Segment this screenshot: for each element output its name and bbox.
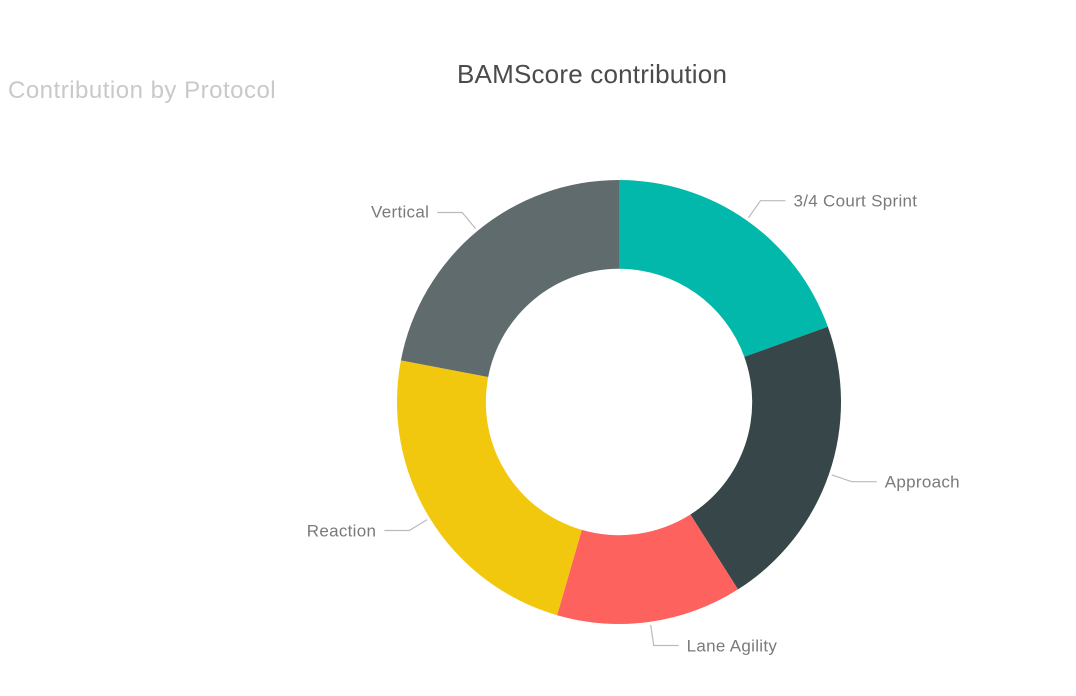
leader-line-approach <box>831 474 877 483</box>
donut-slice-3-4-court-sprint[interactable] <box>619 180 828 357</box>
donut-slice-approach[interactable] <box>690 326 842 590</box>
slice-label-reaction: Reaction <box>306 521 377 541</box>
donut-slice-lane-agility[interactable] <box>557 514 738 624</box>
slice-label-3-4-court-sprint: 3/4 Court Sprint <box>793 191 918 211</box>
slice-label-lane-agility: Lane Agility <box>686 636 778 656</box>
donut-slice-vertical[interactable] <box>400 179 619 377</box>
page-watermark: Contribution by Protocol <box>8 77 277 104</box>
leader-line-lane-agility <box>650 624 679 647</box>
donut-slice-reaction[interactable] <box>396 360 582 616</box>
leader-line-reaction <box>384 519 428 532</box>
chart-title: BAMScore contribution <box>457 59 728 89</box>
leader-line-3-4-court-sprint <box>747 200 786 219</box>
slice-label-vertical: Vertical <box>371 202 430 222</box>
slice-label-approach: Approach <box>884 472 960 492</box>
leader-line-vertical <box>437 211 477 229</box>
